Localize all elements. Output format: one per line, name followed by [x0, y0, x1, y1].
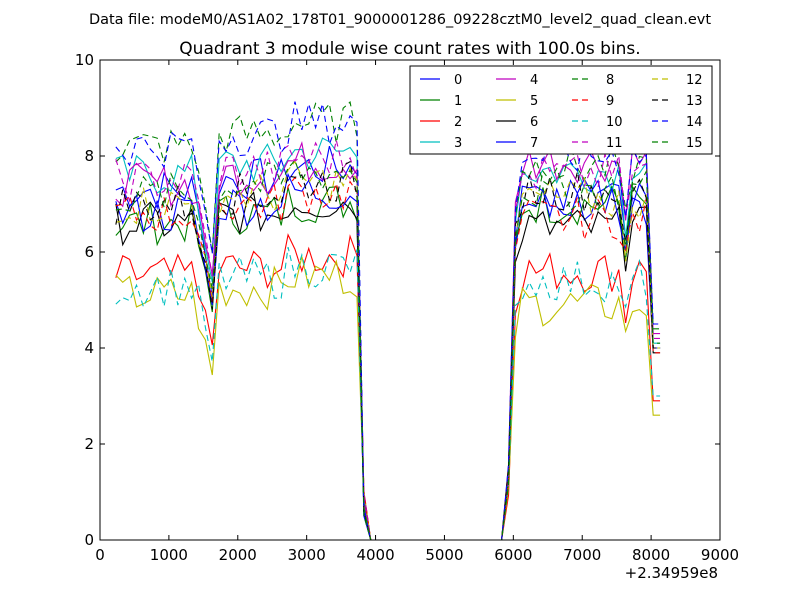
series-line-14 [115, 101, 661, 541]
x-tick-label: 1000 [150, 546, 188, 564]
legend-label-15: 15 [686, 136, 703, 151]
y-tick-label: 4 [84, 339, 94, 357]
legend-label-1: 1 [454, 94, 462, 109]
plot-frame [99, 59, 721, 541]
y-tick-label: 6 [84, 243, 94, 261]
x-tick-label: 2000 [219, 546, 257, 564]
legend-label-9: 9 [606, 94, 614, 109]
x-tick-label: 0 [95, 546, 105, 564]
legend-label-3: 3 [454, 136, 462, 151]
legend-box [409, 65, 713, 155]
legend-label-2: 2 [454, 115, 462, 130]
legend-label-7: 7 [530, 136, 538, 151]
x-offset-label: +2.34959e8 [625, 564, 718, 582]
y-tick-label: 0 [84, 531, 94, 549]
ticks-layer: 0 1000 2000 3000 4000 5000 6000 7000 8000 9000 0 2 4… [75, 51, 739, 564]
legend-label-4: 4 [530, 73, 538, 88]
legend-label-14: 14 [686, 115, 703, 130]
x-tick-label: 6000 [494, 546, 532, 564]
chart-title: Quadrant 3 module wise count rates with … [179, 39, 640, 59]
x-tick-label: 9000 [701, 546, 739, 564]
legend-label-5: 5 [530, 94, 538, 109]
y-tick-label: 8 [84, 147, 94, 165]
legend-label-10: 10 [606, 115, 623, 130]
legend-label-0: 0 [454, 73, 462, 88]
legend-label-11: 11 [606, 136, 623, 151]
y-tick-label: 2 [84, 435, 94, 453]
legend-label-13: 13 [686, 94, 703, 109]
suptitle: Data file: modeM0/AS1A02_178T01_90000012… [89, 12, 711, 28]
x-tick-label: 8000 [632, 546, 670, 564]
x-tick-label: 7000 [563, 546, 601, 564]
x-tick-label: 3000 [288, 546, 326, 564]
x-tick-label: 5000 [425, 546, 463, 564]
legend-label-12: 12 [686, 73, 703, 88]
legend-label-8: 8 [606, 73, 614, 88]
x-tick-label: 4000 [356, 546, 394, 564]
y-tick-label: 10 [75, 51, 94, 69]
legend-label-6: 6 [530, 115, 538, 130]
